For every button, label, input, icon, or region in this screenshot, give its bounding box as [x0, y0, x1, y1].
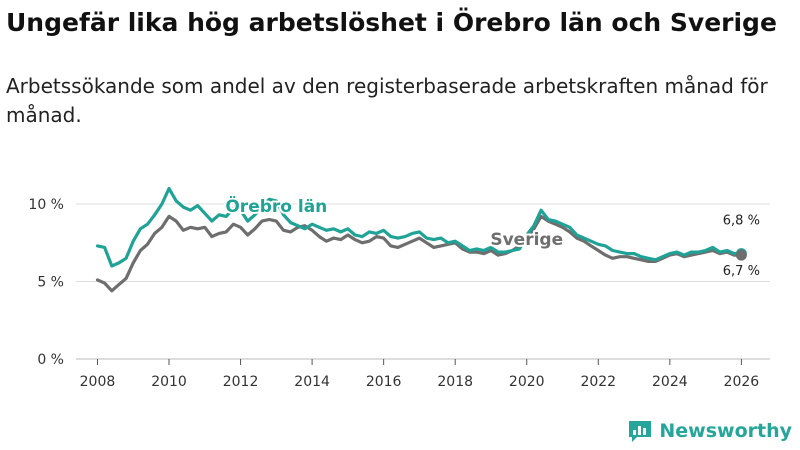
x-tick-label: 2014	[294, 374, 330, 390]
newsworthy-chart-icon	[629, 421, 652, 442]
sverige-end-point	[735, 249, 747, 261]
x-tick-label: 2016	[366, 374, 402, 390]
chart-title: Ungefär lika hög arbetslöshet i Örebro l…	[6, 8, 777, 37]
chart-subtitle: Arbetssökande som andel av den registerb…	[6, 74, 768, 127]
y-tick-label: 10 %	[28, 197, 64, 213]
sverige-series-label: Sverige	[490, 230, 563, 250]
x-tick-label: 2022	[580, 374, 616, 390]
sverige-end-label: 6,7 %	[723, 264, 760, 279]
x-tick-label: 2020	[509, 374, 545, 390]
newsworthy-logo: Newsworthy	[627, 418, 792, 444]
sverige-line	[95, 214, 743, 293]
x-tick-label: 2018	[437, 374, 473, 390]
x-tick-label: 2008	[80, 374, 116, 390]
y-tick-label: 5 %	[37, 275, 64, 291]
orebro-line	[95, 186, 743, 268]
x-tick-label: 2010	[151, 374, 187, 390]
x-tick-label: 2012	[223, 374, 259, 390]
y-tick-label: 0 %	[37, 352, 64, 368]
orebro-end-label: 6,8 %	[723, 214, 760, 229]
brand-name: Newsworthy	[659, 420, 792, 442]
x-tick-label: 2026	[724, 374, 760, 390]
x-tick-label: 2024	[652, 374, 688, 390]
orebro-series-label: Örebro län	[225, 195, 327, 217]
